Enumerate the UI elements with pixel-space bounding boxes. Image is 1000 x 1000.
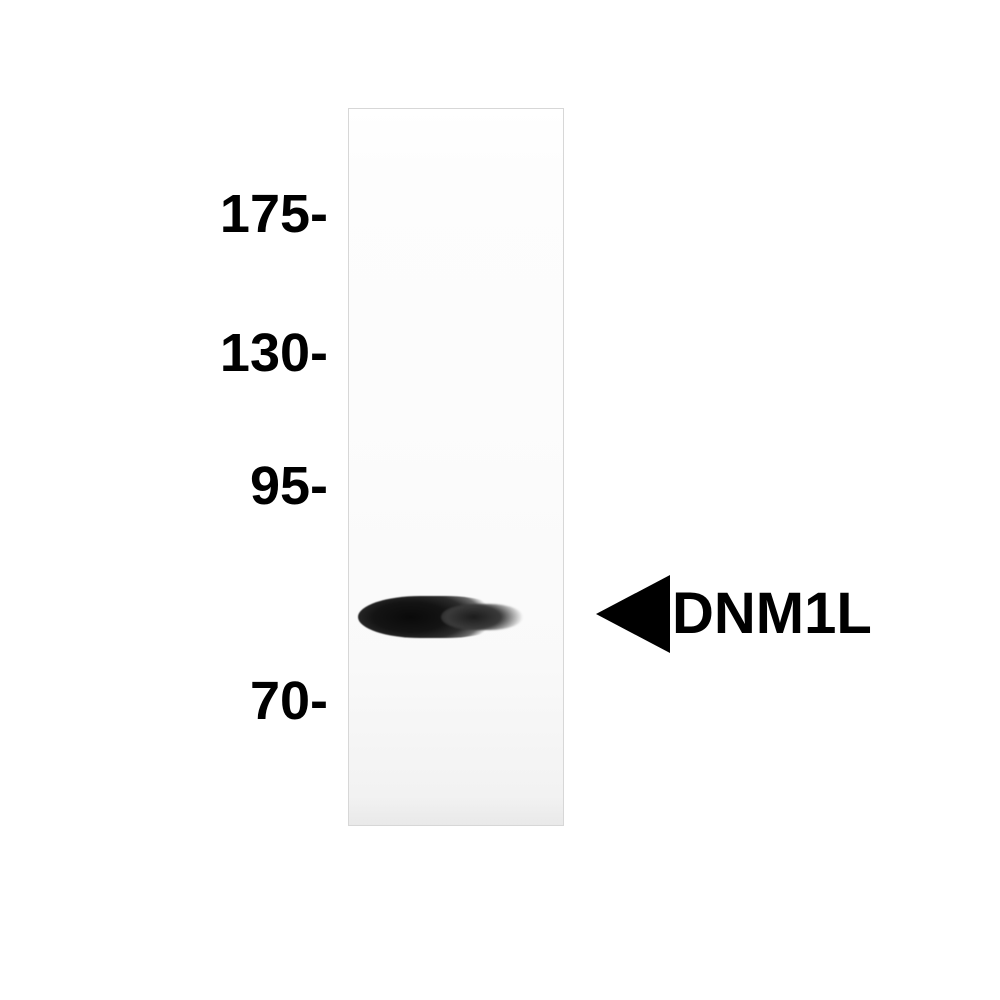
protein-name-label: DNM1L (672, 580, 872, 647)
mw-marker-130: 130- (220, 322, 328, 384)
protein-band (358, 596, 508, 638)
mw-marker-70: 70- (250, 670, 328, 732)
blot-figure: 175- 130- 95- 70- DNM1L (0, 0, 1000, 1000)
band-arrowhead-icon (596, 575, 670, 653)
mw-marker-95: 95- (250, 455, 328, 517)
mw-marker-175: 175- (220, 183, 328, 245)
blot-lane (348, 108, 564, 826)
